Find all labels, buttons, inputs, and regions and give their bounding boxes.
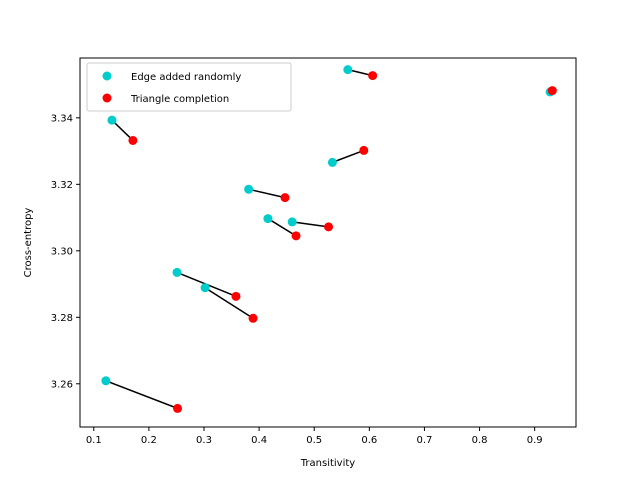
point-edge-added-randomly: [172, 267, 182, 277]
connector-line: [267, 217, 297, 237]
point-triangle-completion: [231, 291, 241, 301]
axes-frame: [79, 57, 577, 428]
point-edge-added-randomly: [200, 283, 210, 293]
legend-label-edge-added-randomly: Edge added randomly: [131, 72, 241, 83]
point-triangle-completion: [324, 222, 334, 232]
point-triangle-completion: [291, 231, 301, 241]
x-tick-label: 0.3: [196, 435, 212, 446]
legend: Edge added randomly Triangle completion: [86, 62, 292, 112]
connector-line: [204, 287, 254, 319]
point-edge-added-randomly: [343, 65, 353, 75]
point-edge-added-randomly: [107, 115, 117, 125]
legend-marker-edge-added-randomly: [102, 71, 112, 81]
point-triangle-completion: [280, 193, 290, 203]
x-tick-label: 0.7: [416, 435, 432, 446]
connector-lines: [105, 68, 553, 410]
legend-marker-triangle-completion: [102, 93, 112, 103]
point-triangle-completion: [547, 86, 557, 96]
point-triangle-completion: [359, 145, 369, 155]
x-tick-label: 0.9: [527, 435, 543, 446]
y-tick-label: 3.26: [51, 379, 73, 390]
connector-line: [332, 149, 365, 164]
point-edge-added-randomly: [263, 214, 273, 224]
y-tick-label: 3.34: [51, 113, 73, 124]
y-tick-label: 3.28: [51, 313, 73, 324]
x-axis-ticks: 0.1 0.2 0.3 0.4 0.5 0.6 0.7 0.8 0.9: [86, 427, 543, 446]
legend-box: [86, 62, 292, 112]
x-tick-label: 0.5: [306, 435, 322, 446]
connector-line: [292, 221, 329, 228]
connector-line: [111, 119, 134, 141]
x-tick-label: 0.2: [141, 435, 157, 446]
point-edge-added-randomly: [287, 217, 297, 227]
legend-label-triangle-completion: Triangle completion: [130, 94, 229, 105]
y-axis-ticks: 3.26 3.28 3.30 3.32 3.34: [51, 113, 80, 390]
data-points: [101, 65, 557, 413]
y-tick-label: 3.30: [51, 246, 73, 257]
point-edge-added-randomly: [327, 157, 337, 167]
y-tick-label: 3.32: [51, 180, 73, 191]
y-axis-label: Cross-entropy: [23, 208, 34, 278]
point-triangle-completion: [128, 135, 138, 145]
x-tick-label: 0.8: [472, 435, 488, 446]
x-tick-label: 0.4: [251, 435, 267, 446]
point-triangle-completion: [173, 403, 183, 413]
x-tick-label: 0.6: [361, 435, 377, 446]
point-triangle-completion: [368, 71, 378, 81]
connector-line: [248, 188, 286, 199]
connector-line: [105, 380, 178, 410]
point-edge-added-randomly: [244, 184, 254, 194]
x-axis-label: Transitivity: [300, 458, 356, 469]
point-edge-added-randomly: [101, 376, 111, 386]
x-tick-label: 0.1: [86, 435, 102, 446]
point-triangle-completion: [248, 313, 258, 323]
